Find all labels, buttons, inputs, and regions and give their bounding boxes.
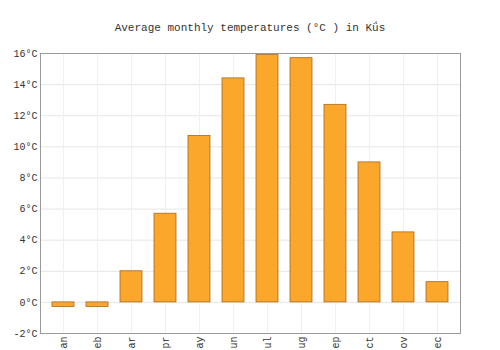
svg-text:ay: ay [195, 337, 206, 349]
svg-text:-2°C: -2°C [13, 329, 37, 340]
svg-text:ep: ep [331, 337, 342, 349]
svg-text:16°C: 16°C [13, 49, 37, 60]
svg-text:ov: ov [399, 337, 410, 349]
svg-text:ct: ct [365, 337, 376, 349]
svg-text:4°C: 4°C [19, 235, 37, 246]
svg-text:8°C: 8°C [19, 173, 37, 184]
svg-text:10°C: 10°C [13, 142, 37, 153]
svg-text:ug: ug [297, 337, 308, 349]
html-text:Average monthly temperatures (: Average monthly temperatures (°C ) in Kǘ… [114, 22, 386, 34]
svg-text:12°C: 12°C [13, 111, 37, 122]
svg-text:pr: pr [161, 337, 172, 349]
svg-text:ar: ar [127, 337, 138, 349]
svg-text:ul: ul [263, 337, 274, 349]
svg-text:2°C: 2°C [19, 266, 37, 277]
svg-text:eb: eb [93, 337, 104, 349]
svg-text:un: un [229, 337, 240, 349]
svg-text:ec: ec [433, 337, 444, 349]
svg-text:6°C: 6°C [19, 204, 37, 215]
svg-text:0°C: 0°C [19, 298, 37, 309]
svg-text:14°C: 14°C [13, 80, 37, 91]
svg-text:an: an [59, 337, 70, 349]
